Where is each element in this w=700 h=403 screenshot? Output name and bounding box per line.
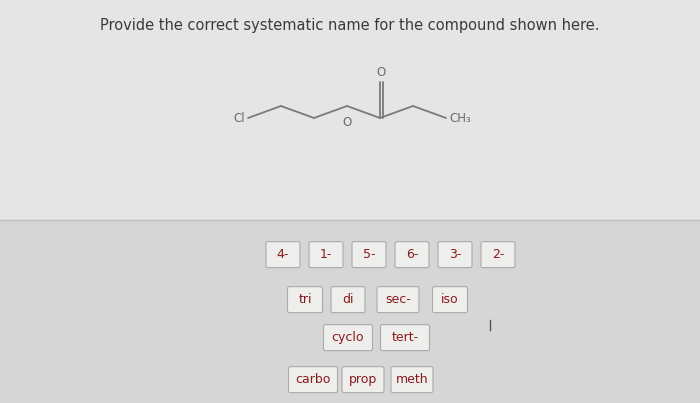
Text: 5-: 5- [363, 248, 375, 261]
FancyBboxPatch shape [266, 242, 300, 268]
FancyBboxPatch shape [352, 242, 386, 268]
FancyBboxPatch shape [381, 325, 430, 351]
FancyBboxPatch shape [395, 242, 429, 268]
FancyBboxPatch shape [433, 287, 468, 313]
FancyBboxPatch shape [342, 367, 384, 393]
Text: meth: meth [395, 373, 428, 386]
Text: sec-: sec- [385, 293, 411, 306]
FancyBboxPatch shape [288, 367, 337, 393]
Text: 3-: 3- [449, 248, 461, 261]
Text: O: O [377, 66, 386, 79]
Text: CH₃: CH₃ [449, 112, 470, 125]
FancyBboxPatch shape [438, 242, 472, 268]
FancyBboxPatch shape [309, 242, 343, 268]
Text: 1-: 1- [320, 248, 332, 261]
FancyBboxPatch shape [481, 242, 515, 268]
Text: 4-: 4- [276, 248, 289, 261]
Bar [0, 0, 700, 220]
FancyBboxPatch shape [377, 287, 419, 313]
Text: carbo: carbo [295, 373, 330, 386]
Text: 2-: 2- [492, 248, 504, 261]
Text: Provide the correct systematic name for the compound shown here.: Provide the correct systematic name for … [100, 18, 600, 33]
Text: 6-: 6- [406, 248, 418, 261]
FancyBboxPatch shape [288, 287, 323, 313]
FancyBboxPatch shape [331, 287, 365, 313]
Text: cyclo: cyclo [332, 331, 364, 344]
Text: iso: iso [441, 293, 458, 306]
Text: tert-: tert- [391, 331, 419, 344]
Text: di: di [342, 293, 354, 306]
Text: tri: tri [298, 293, 312, 306]
Text: Cl: Cl [233, 112, 245, 125]
FancyBboxPatch shape [391, 367, 433, 393]
FancyBboxPatch shape [323, 325, 372, 351]
Bar [0, 220, 700, 403]
Text: O: O [342, 116, 351, 129]
Text: prop: prop [349, 373, 377, 386]
